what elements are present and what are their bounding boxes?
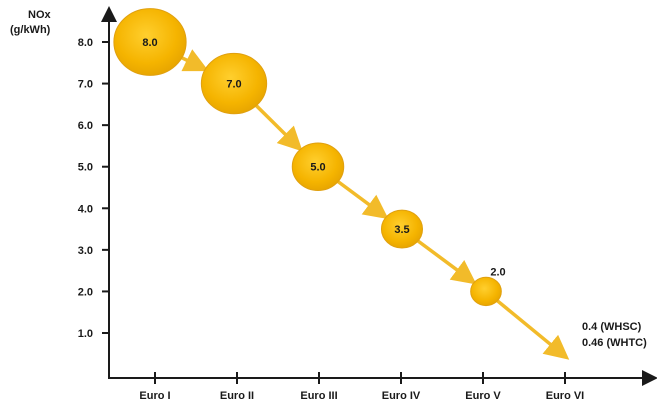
data-label: 2.0: [490, 266, 505, 278]
data-bubble: [200, 52, 268, 115]
y-tick-label: 8.0: [78, 37, 93, 49]
x-tick-label: Euro III: [300, 390, 337, 402]
trend-arrow: [494, 297, 570, 360]
data-label: 7.0: [226, 79, 241, 91]
data-bubble: [470, 276, 502, 307]
x-tick-label: Euro V: [465, 390, 501, 402]
y-tick-label: 5.0: [78, 162, 93, 174]
data-bubble: [291, 142, 345, 191]
euro6-whsc-label: 0.4 (WHSC): [582, 321, 642, 333]
y-tick-label: 7.0: [78, 79, 93, 91]
x-tick-label: Euro I: [139, 390, 170, 402]
data-bubble: [113, 8, 187, 76]
data-label: 8.0: [142, 37, 157, 49]
data-bubble: [380, 209, 424, 249]
y-tick-label: 4.0: [78, 203, 93, 215]
y-axis-label-line2: (g/kWh): [10, 24, 51, 36]
data-label: 3.5: [394, 224, 409, 236]
trend-arrow: [414, 237, 477, 285]
x-tick-label: Euro IV: [382, 390, 421, 402]
data-label: 5.0: [310, 162, 325, 174]
x-tick-label: Euro II: [220, 390, 254, 402]
trend-arrow: [251, 100, 303, 152]
x-tick-label: Euro VI: [546, 390, 585, 402]
y-tick-label: 1.0: [78, 328, 93, 340]
y-tick-label: 6.0: [78, 120, 93, 132]
y-axis-label-line1: NOx: [28, 9, 52, 21]
y-tick-label: 3.0: [78, 245, 93, 257]
euro6-whtc-label: 0.46 (WHTC): [582, 337, 647, 349]
y-tick-label: 2.0: [78, 286, 93, 298]
trend-arrow: [333, 177, 389, 220]
